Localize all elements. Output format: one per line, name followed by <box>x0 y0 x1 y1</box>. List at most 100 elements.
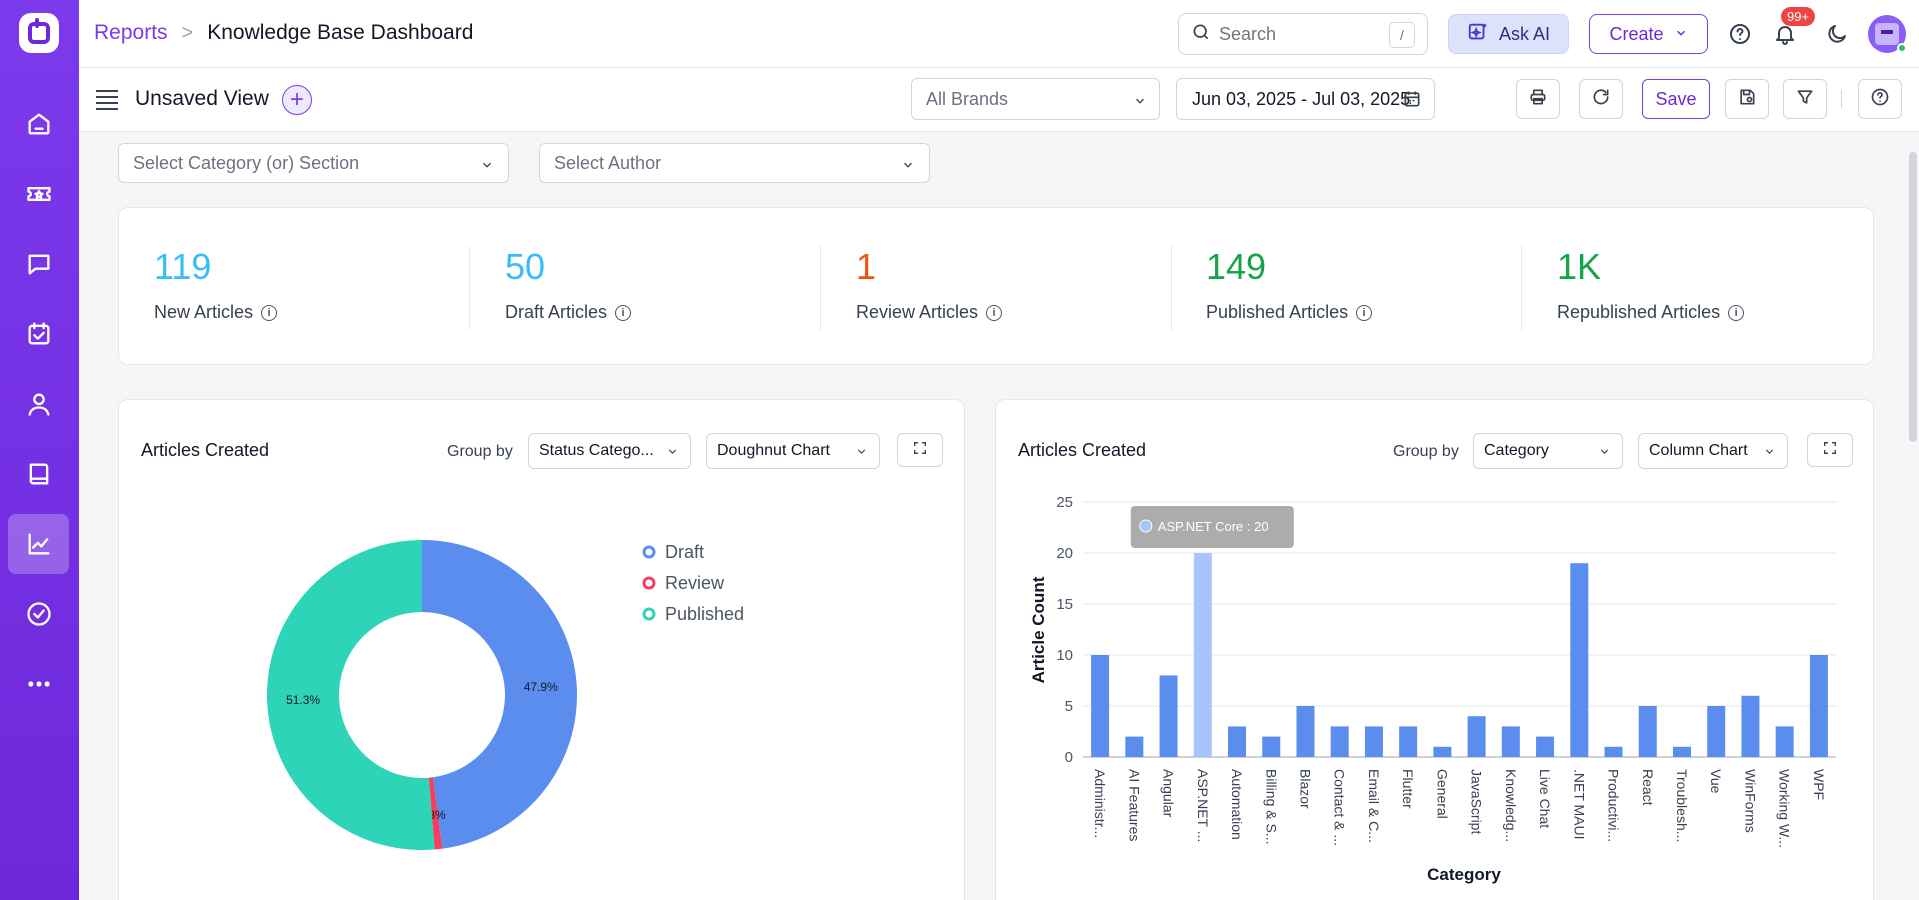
group-by-select[interactable]: Category <box>1473 433 1623 469</box>
search-input[interactable] <box>1219 23 1379 45</box>
calendar-icon <box>1402 89 1422 114</box>
chevron-down-icon <box>855 445 868 463</box>
stat-label-text: New Articles <box>154 302 254 322</box>
help-button[interactable] <box>1858 79 1902 119</box>
legend-marker <box>642 576 656 590</box>
contacts-icon[interactable] <box>8 374 69 434</box>
home-icon[interactable] <box>8 94 69 154</box>
group-by-value: Status Catego... <box>539 442 654 459</box>
legend-marker <box>642 607 656 621</box>
chevron-down-icon <box>480 156 494 177</box>
y-tick-label: 0 <box>1065 749 1073 766</box>
pie-slice-draft <box>422 540 577 849</box>
stat-label: Published Articles i <box>1206 302 1373 323</box>
knowledge-base-icon[interactable] <box>8 444 69 504</box>
toolbar-divider <box>1841 90 1842 108</box>
ask-ai-button[interactable]: Ask AI <box>1448 14 1569 54</box>
category-select[interactable]: Select Category (or) Section <box>118 143 509 183</box>
chevron-down-icon <box>1674 24 1688 45</box>
reports-icon[interactable] <box>8 514 69 574</box>
pie-data-label: 51.3% <box>286 693 320 707</box>
add-view-button[interactable]: + <box>282 85 312 115</box>
chart-tooltip: ASP.NET Core : 20 <box>1130 506 1294 548</box>
info-icon[interactable]: i <box>1356 304 1373 321</box>
stat-label: Draft Articles i <box>505 302 632 323</box>
approvals-icon[interactable] <box>8 584 69 644</box>
group-by-value: Category <box>1484 442 1549 459</box>
info-icon[interactable]: i <box>615 304 632 321</box>
y-tick-label: 20 <box>1056 545 1073 562</box>
stat-divider <box>1521 246 1522 330</box>
save-button[interactable]: Save <box>1642 79 1710 119</box>
x-tick-label: Working W... <box>1777 769 1793 848</box>
more-icon[interactable] <box>8 654 69 714</box>
legend-marker <box>642 545 656 559</box>
x-tick-label: Billing & S... <box>1263 769 1279 844</box>
bar-16 <box>1638 706 1657 757</box>
print-button[interactable] <box>1516 79 1560 119</box>
info-icon[interactable]: i <box>986 304 1003 321</box>
chart-type-select[interactable]: Doughnut Chart <box>706 433 880 469</box>
refresh-button[interactable] <box>1579 79 1623 119</box>
help-icon[interactable] <box>1725 19 1755 49</box>
app-logo[interactable] <box>19 13 59 53</box>
y-tick-label: 5 <box>1065 698 1073 715</box>
x-tick-label: AI Features <box>1126 769 1142 841</box>
view-title: Unsaved View <box>135 87 269 110</box>
x-tick-label: Blazor <box>1297 769 1313 809</box>
x-tick-label: General <box>1434 769 1450 819</box>
stat-label-text: Review Articles <box>856 302 979 322</box>
filter-button[interactable] <box>1783 79 1827 119</box>
chevron-down-icon <box>1598 445 1611 463</box>
stat-value: 119 <box>154 246 212 287</box>
ask-ai-label: Ask AI <box>1498 23 1551 44</box>
avatar[interactable] <box>1868 15 1906 53</box>
refresh-icon <box>1591 87 1611 112</box>
column-chart: 0 5 10 15 20 25 Administr... AI Features Angular… <box>1029 494 1836 884</box>
ticket-icon[interactable] <box>8 164 69 224</box>
chat-icon[interactable] <box>8 234 69 294</box>
category-select-placeholder: Select Category (or) Section <box>133 152 360 173</box>
x-tick-label: Email & C... <box>1366 769 1382 843</box>
info-icon[interactable]: i <box>1728 304 1745 321</box>
date-range-picker[interactable]: Jun 03, 2025 - Jul 03, 2025 <box>1176 78 1435 120</box>
group-by-label: Group by <box>447 443 513 460</box>
create-button[interactable]: Create <box>1589 14 1708 54</box>
expand-button[interactable] <box>897 433 943 467</box>
stats-card: 119 New Articles i 50 Draft Articles i 1 R… <box>118 207 1874 365</box>
bell-icon[interactable] <box>1770 19 1800 49</box>
hamburger-menu-icon[interactable] <box>96 90 118 110</box>
chevron-down-icon <box>1763 445 1776 463</box>
stat-value: 50 <box>505 246 546 287</box>
tooltip-box <box>1130 506 1294 548</box>
save-as-button[interactable] <box>1725 79 1769 119</box>
expand-button[interactable] <box>1807 433 1853 467</box>
bar-10 <box>1433 746 1452 757</box>
page-scrollbar[interactable] <box>1909 152 1917 442</box>
breadcrumb-reports-link[interactable]: Reports <box>94 21 168 44</box>
chevron-down-icon <box>901 156 915 177</box>
bar-7 <box>1330 726 1349 757</box>
x-tick-label: ASP.NET ... <box>1195 769 1211 842</box>
stat-divider <box>820 246 821 330</box>
task-calendar-icon[interactable] <box>8 304 69 364</box>
bar-19 <box>1741 695 1760 757</box>
pie-data-label: 47.9% <box>524 680 558 694</box>
author-select[interactable]: Select Author <box>539 143 930 183</box>
moon-icon[interactable] <box>1822 19 1852 49</box>
info-icon[interactable]: i <box>261 304 278 321</box>
brand-select[interactable]: All Brands <box>911 78 1160 120</box>
bar-15 <box>1604 746 1623 757</box>
legend-item-published: Published <box>665 604 744 624</box>
x-tick-label: React <box>1640 769 1656 806</box>
group-by-select[interactable]: Status Catego... <box>528 433 691 469</box>
chart-type-select[interactable]: Column Chart <box>1638 433 1788 469</box>
bar-18 <box>1707 706 1726 757</box>
column-chart-card: Articles Created Group by Category Colum… <box>995 399 1874 900</box>
x-tick-label: Administr... <box>1092 769 1108 838</box>
pie-slice-published <box>266 540 435 850</box>
bar-8 <box>1364 726 1383 757</box>
search-box[interactable]: / <box>1178 13 1428 55</box>
x-tick-label: WinForms <box>1742 769 1758 833</box>
